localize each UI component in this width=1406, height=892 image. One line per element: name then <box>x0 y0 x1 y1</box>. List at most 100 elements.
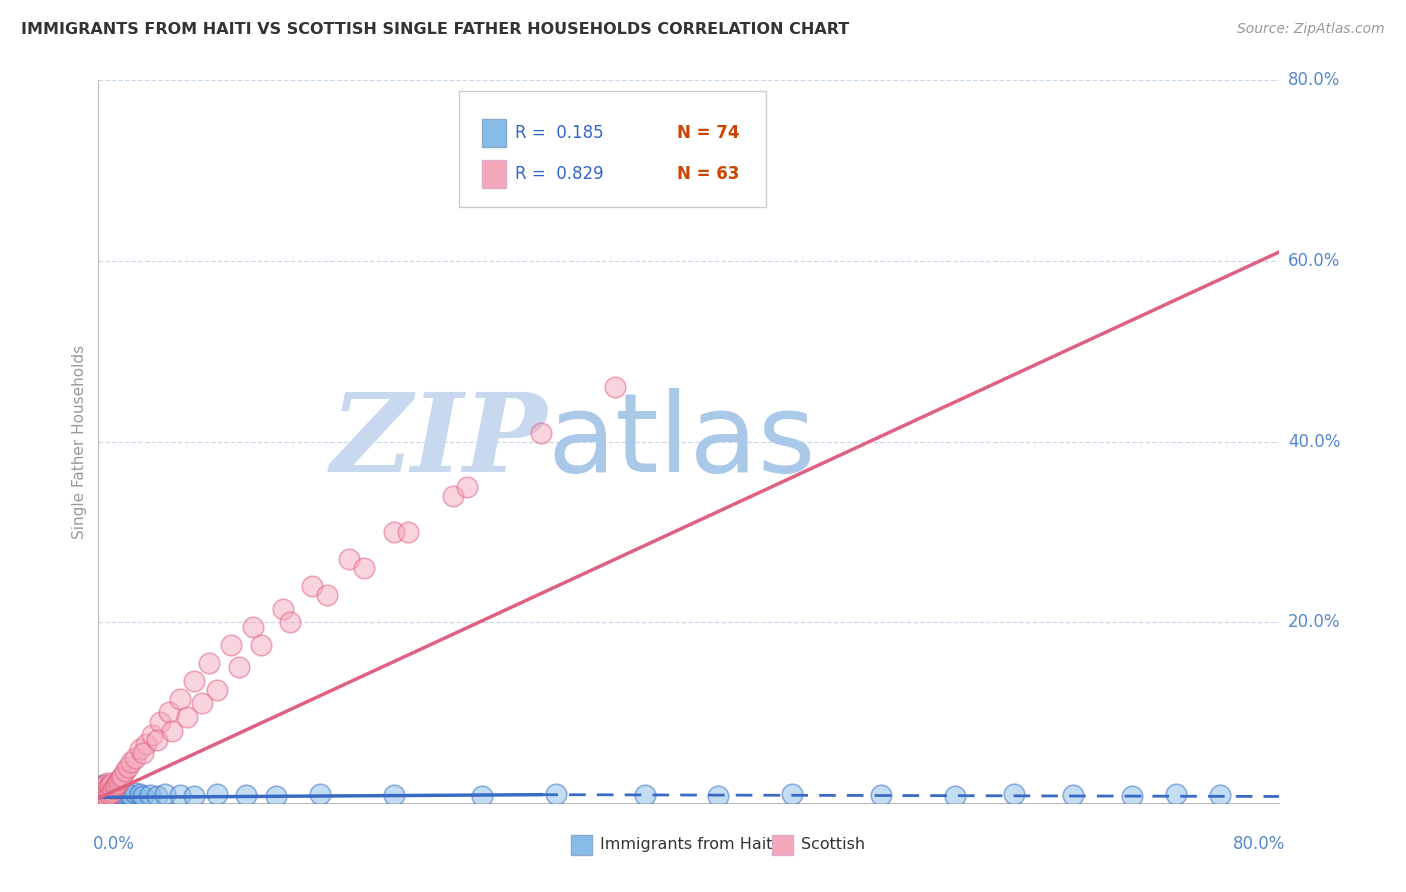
Point <box>93 780 115 794</box>
Point <box>153 787 176 801</box>
Point <box>169 692 191 706</box>
Point <box>90 785 112 799</box>
Point <box>94 788 117 802</box>
Text: N = 63: N = 63 <box>678 165 740 183</box>
Point <box>530 425 553 440</box>
Point <box>120 788 142 802</box>
Point <box>1121 789 1143 803</box>
Point <box>546 787 568 801</box>
Point <box>111 769 134 783</box>
Point <box>96 789 118 804</box>
Point <box>191 697 214 711</box>
Point <box>108 789 131 803</box>
Point <box>198 656 221 670</box>
Point <box>93 790 115 805</box>
Point <box>100 787 122 801</box>
Point <box>141 728 163 742</box>
Point <box>104 785 127 799</box>
Point <box>157 706 180 720</box>
Point <box>114 787 136 801</box>
Point <box>89 791 111 805</box>
Point <box>90 790 112 805</box>
Point <box>132 789 155 803</box>
Point <box>89 791 111 805</box>
Point <box>943 789 966 803</box>
Point <box>103 791 125 805</box>
Point <box>353 561 375 575</box>
Point <box>97 780 120 794</box>
Point <box>382 524 405 539</box>
Point <box>301 579 323 593</box>
Point <box>100 785 122 799</box>
FancyBboxPatch shape <box>458 91 766 207</box>
Point <box>96 776 118 790</box>
Point <box>96 783 118 797</box>
Point <box>98 788 121 802</box>
Point <box>441 489 464 503</box>
Point <box>264 789 287 803</box>
Point <box>146 789 169 803</box>
Point <box>108 773 131 788</box>
Text: 40.0%: 40.0% <box>1288 433 1340 450</box>
Point <box>94 784 117 798</box>
Point <box>162 723 183 738</box>
Text: atlas: atlas <box>547 388 815 495</box>
Text: N = 74: N = 74 <box>678 124 740 142</box>
Point <box>91 781 114 796</box>
Point <box>457 480 479 494</box>
Bar <box>772 835 793 855</box>
Point <box>91 790 114 805</box>
Y-axis label: Single Father Households: Single Father Households <box>72 344 87 539</box>
Point <box>97 787 120 801</box>
Point <box>97 785 120 799</box>
Point <box>235 788 257 802</box>
Point <box>96 789 118 803</box>
Point <box>90 780 112 794</box>
Point <box>309 787 332 801</box>
Point <box>89 789 111 803</box>
Text: 60.0%: 60.0% <box>1288 252 1340 270</box>
Point <box>110 789 132 803</box>
Point <box>91 785 114 799</box>
Point <box>90 789 112 804</box>
Point <box>169 788 191 802</box>
Point <box>870 788 893 802</box>
Point <box>1002 787 1025 801</box>
Bar <box>482 161 506 188</box>
Point <box>90 792 112 806</box>
Text: Immigrants from Haiti: Immigrants from Haiti <box>600 838 778 852</box>
Point <box>316 588 339 602</box>
Point <box>149 714 172 729</box>
Text: 20.0%: 20.0% <box>1288 613 1340 632</box>
Point <box>176 710 198 724</box>
Point <box>1062 788 1084 802</box>
Point <box>103 787 125 801</box>
Text: R =  0.185: R = 0.185 <box>516 124 605 142</box>
Point <box>89 785 111 799</box>
Point <box>117 760 139 774</box>
Point <box>128 787 150 801</box>
Point <box>93 792 115 806</box>
Point <box>112 788 135 802</box>
Point <box>93 778 115 792</box>
Point <box>91 793 114 807</box>
Point <box>117 787 139 801</box>
Point <box>205 682 228 697</box>
Point <box>93 782 115 797</box>
Point <box>280 615 302 630</box>
Point <box>97 789 120 803</box>
Point <box>96 786 118 800</box>
Point <box>98 783 121 797</box>
Point <box>242 620 264 634</box>
Text: Source: ZipAtlas.com: Source: ZipAtlas.com <box>1237 22 1385 37</box>
Bar <box>571 835 592 855</box>
Text: ZIP: ZIP <box>330 388 547 495</box>
Point <box>120 755 142 769</box>
Point <box>100 791 122 805</box>
Point <box>398 524 420 539</box>
Point <box>132 746 155 760</box>
Text: 80.0%: 80.0% <box>1233 835 1285 854</box>
Point <box>103 782 125 797</box>
Text: IMMIGRANTS FROM HAITI VS SCOTTISH SINGLE FATHER HOUSEHOLDS CORRELATION CHART: IMMIGRANTS FROM HAITI VS SCOTTISH SINGLE… <box>21 22 849 37</box>
Point <box>183 789 205 803</box>
